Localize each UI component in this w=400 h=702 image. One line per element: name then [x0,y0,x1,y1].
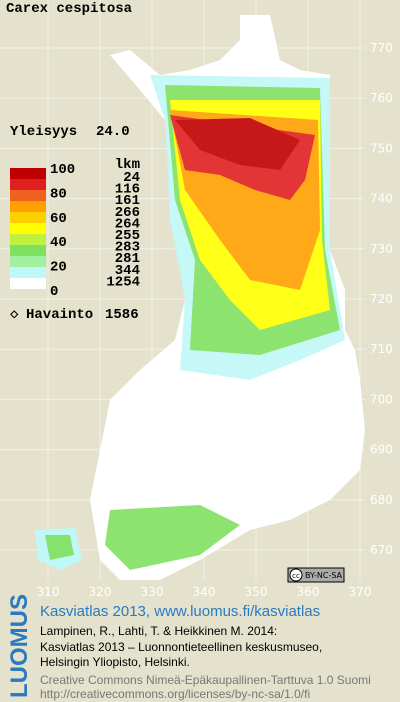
east-tick-label: 310 [37,585,60,599]
north-tick-label: 730 [370,242,393,256]
legend-swatch [10,190,46,201]
south-green [105,505,240,570]
legend-level: 20 [50,260,67,276]
legend-swatch [10,168,46,179]
east-tick-label: 320 [89,585,112,599]
legend-swatch [10,201,46,212]
aland-green [45,535,74,560]
legend-level: 40 [50,235,67,251]
east-tick-label: 330 [141,585,164,599]
legend-swatch [10,245,46,256]
license-line: http://creativecommons.org/licenses/by-n… [40,687,310,701]
north-tick-label: 690 [370,443,393,457]
legend-swatch [10,267,46,278]
legend: 100 80 60 40 20 0 2411616126626425528328134412… [10,162,140,300]
species-title: Carex cespitosa [6,1,133,17]
frequency-label: Yleisyys [10,124,77,140]
legend-swatch [10,234,46,245]
legend-count: 281 [115,251,140,267]
darkred-zone [175,118,300,170]
brand-logo: LUOMUS [6,594,33,698]
legend-level: 100 [50,162,75,178]
east-tick-label: 340 [193,585,216,599]
badge-circle [289,568,303,582]
badge-icon: cc [292,572,300,580]
north-tick-label: 700 [370,392,393,406]
legend-count: 1254 [106,274,140,290]
occurrence-shading [45,75,345,570]
observation-marker: ◇ [10,307,19,323]
north-tick-label: 770 [370,41,393,55]
citation-line: Lampinen, R., Lahti, T. & Heikkinen M. 2… [40,624,277,638]
frequency-value: 24.0 [96,124,130,140]
legend-level: 60 [50,211,67,227]
legend-count: 266 [115,205,140,221]
badge-box [287,567,345,583]
legend-level: 80 [50,186,67,202]
legend-swatch [10,212,46,223]
legend-count: 255 [115,228,140,244]
legend-swatch [10,179,46,190]
legend-level: 0 [50,284,58,300]
east-tick-label: 360 [297,585,320,599]
north-tick-label: 760 [370,91,393,105]
legend-swatch [10,256,46,267]
north-tick-label: 740 [370,192,393,206]
legend-count: 116 [115,182,140,198]
north-tick-label: 680 [370,493,393,507]
legend-count: 24 [123,170,140,186]
legend-count: 161 [115,193,140,209]
east-tick-label: 370 [349,585,372,599]
legend-swatch [10,278,46,289]
north-tick-label: 710 [370,342,393,356]
observation-count: 1586 [105,307,139,323]
license-badge: cc BY-NC-SA [287,567,345,583]
citation-line: Helsingin Yliopisto, Helsinki. [40,655,190,669]
north-tick-label: 670 [370,543,393,557]
headline: Kasviatlas 2013, www.luomus.fi/kasviatla… [40,603,320,620]
count-header: lkm [115,157,140,173]
badge-text: BY-NC-SA [305,571,343,580]
citation-line: Kasviatlas 2013 – Luonnontieteellinen ke… [40,640,322,654]
legend-count: 264 [115,216,140,232]
legend-count: 344 [115,263,140,279]
legend-count: 283 [115,240,140,256]
north-tick-label: 750 [370,141,393,155]
license-line: Creative Commons Nimeä-Epäkaupallinen-Ta… [40,673,371,687]
north-tick-label: 720 [370,292,393,306]
observation-label: Havainto [26,307,93,323]
legend-swatch [10,223,46,234]
coordinate-ticks: 770 760 750 740 730 720 710 700 690 680 670 310 320 3… [37,41,393,599]
east-tick-label: 350 [245,585,268,599]
